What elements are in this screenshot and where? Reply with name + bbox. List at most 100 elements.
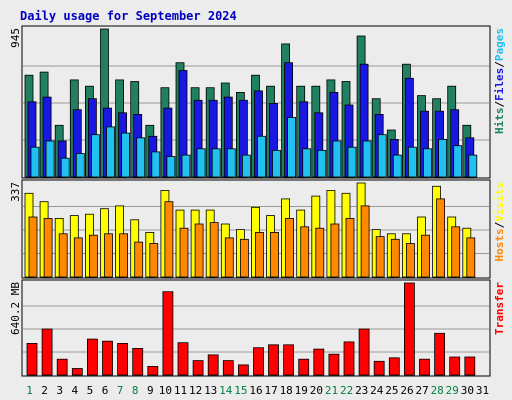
visits-bar-hosts-day-23 — [360, 205, 370, 278]
traffic-bar-pages-day-6 — [106, 126, 115, 178]
visits-bar-hosts-day-21 — [330, 223, 340, 278]
day-label-31: 31 — [476, 384, 489, 397]
transfer-bar-transfer-day-26 — [403, 282, 415, 376]
day-label-18: 18 — [280, 384, 293, 397]
visits-legend-item: / — [493, 221, 506, 228]
transfer-bar-transfer-day-13 — [207, 354, 219, 376]
traffic-ymax-label: 945 — [9, 28, 22, 48]
day-label-9: 9 — [147, 384, 154, 397]
day-axis: 1 2 3 4 5 6 7 8 9 10 11 12 13 14 15 16 17 18 19 20 21 22 23 24 2… — [26, 384, 489, 397]
day-label-4: 4 — [71, 384, 78, 397]
traffic-legend-item: Pages — [493, 28, 506, 61]
traffic-bar-pages-day-1 — [30, 146, 40, 178]
traffic-legend: Hits/Files/Pages — [493, 28, 506, 134]
traffic-bar-pages-day-29 — [453, 145, 463, 178]
visits-bar-hosts-day-26 — [405, 243, 415, 278]
traffic-bar-pages-day-24 — [377, 134, 387, 178]
transfer-bar-transfer-day-2 — [41, 328, 53, 376]
transfer-bar-transfer-day-11 — [177, 342, 189, 376]
day-label-19: 19 — [295, 384, 308, 397]
day-label-20: 20 — [310, 384, 323, 397]
day-label-11: 11 — [174, 384, 187, 397]
transfer-bar-transfer-day-9 — [147, 365, 159, 376]
traffic-bar-pages-day-11 — [181, 154, 191, 178]
chart-title: Daily usage for September 2024 — [20, 9, 237, 23]
day-label-6: 6 — [102, 384, 109, 397]
day-label-29: 29 — [446, 384, 459, 397]
transfer-bar-transfer-day-28 — [434, 332, 446, 376]
visits-legend-item: Hosts — [493, 228, 506, 261]
transfer-bar-transfer-day-21 — [328, 353, 340, 376]
transfer-bar-transfer-day-1 — [26, 342, 38, 376]
transfer-bar-transfer-day-15 — [237, 364, 249, 376]
traffic-bar-pages-day-3 — [60, 157, 70, 178]
traffic-bar-pages-day-9 — [151, 151, 161, 178]
visits-bar-hosts-day-24 — [375, 236, 385, 278]
day-label-1: 1 — [26, 384, 33, 397]
traffic-bar-pages-day-25 — [392, 154, 402, 178]
traffic-bar-pages-day-16 — [257, 135, 266, 178]
traffic-bar-pages-day-22 — [347, 146, 357, 178]
visits-bar-hosts-day-14 — [224, 237, 234, 278]
traffic-bar-pages-day-23 — [362, 140, 372, 178]
day-label-26: 26 — [400, 384, 413, 397]
transfer-ymax-label: 640.2 MB — [9, 282, 22, 335]
day-label-15: 15 — [234, 384, 247, 397]
visits-bar-hosts-day-28 — [436, 198, 446, 278]
traffic-bar-pages-day-18 — [287, 117, 297, 178]
visits-bar-hosts-day-19 — [300, 226, 310, 278]
visits-legend-item: Visits — [493, 182, 506, 222]
day-label-16: 16 — [249, 384, 262, 397]
transfer-bar-transfer-day-12 — [192, 360, 204, 376]
transfer-bar-transfer-day-23 — [358, 328, 370, 376]
visits-bar-hosts-day-5 — [89, 234, 98, 278]
visits-ymax-label: 337 — [9, 182, 22, 202]
traffic-bar-pages-day-8 — [136, 137, 146, 178]
day-label-7: 7 — [117, 384, 124, 397]
visits-panel: 337 Hosts/Visits — [9, 179, 506, 279]
traffic-bar-pages-day-4 — [75, 153, 85, 178]
traffic-bar-pages-day-2 — [45, 140, 55, 178]
visits-bar-hosts-day-10 — [164, 201, 174, 278]
visits-bar-hosts-day-29 — [451, 226, 461, 278]
transfer-bar-transfer-day-29 — [449, 356, 461, 376]
visits-bar-hosts-day-2 — [43, 217, 53, 278]
visits-bar-hosts-day-22 — [345, 217, 355, 278]
traffic-bar-pages-day-20 — [317, 149, 327, 178]
transfer-bar-transfer-day-6 — [102, 340, 113, 376]
visits-bar-hosts-day-15 — [239, 238, 249, 278]
day-label-2: 2 — [41, 384, 48, 397]
traffic-bar-pages-day-21 — [332, 140, 342, 178]
traffic-bar-pages-day-27 — [423, 148, 432, 178]
day-label-10: 10 — [159, 384, 172, 397]
visits-bar-hosts-day-9 — [149, 243, 159, 278]
traffic-bar-pages-day-19 — [302, 148, 312, 178]
day-label-25: 25 — [385, 384, 398, 397]
day-label-3: 3 — [56, 384, 63, 397]
transfer-bar-transfer-day-8 — [132, 347, 144, 376]
transfer-bar-transfer-day-30 — [464, 356, 476, 376]
transfer-bar-transfer-day-14 — [222, 360, 234, 376]
traffic-bar-pages-day-12 — [196, 148, 206, 178]
visits-bar-hosts-day-3 — [58, 233, 68, 278]
traffic-bar-pages-day-30 — [468, 154, 478, 178]
traffic-legend-item: Files — [493, 68, 506, 101]
traffic-bar-pages-day-17 — [272, 149, 281, 178]
traffic-legend-item: Hits — [493, 108, 506, 135]
day-label-8: 8 — [132, 384, 139, 397]
traffic-legend-item: / — [493, 101, 506, 108]
transfer-bar-transfer-day-7 — [117, 342, 128, 376]
traffic-bar-pages-day-26 — [407, 146, 417, 178]
day-label-27: 27 — [415, 384, 428, 397]
visits-bar-hosts-day-30 — [466, 237, 476, 278]
transfer-bar-transfer-day-25 — [388, 357, 400, 376]
visits-bar-hosts-day-6 — [104, 233, 113, 278]
transfer-bar-transfer-day-20 — [313, 348, 325, 376]
transfer-bar-transfer-day-22 — [343, 341, 355, 376]
transfer-bar-transfer-day-16 — [253, 347, 264, 376]
transfer-bar-transfer-day-5 — [87, 338, 98, 376]
visits-bar-hosts-day-27 — [421, 234, 430, 278]
traffic-bar-pages-day-10 — [166, 156, 176, 178]
